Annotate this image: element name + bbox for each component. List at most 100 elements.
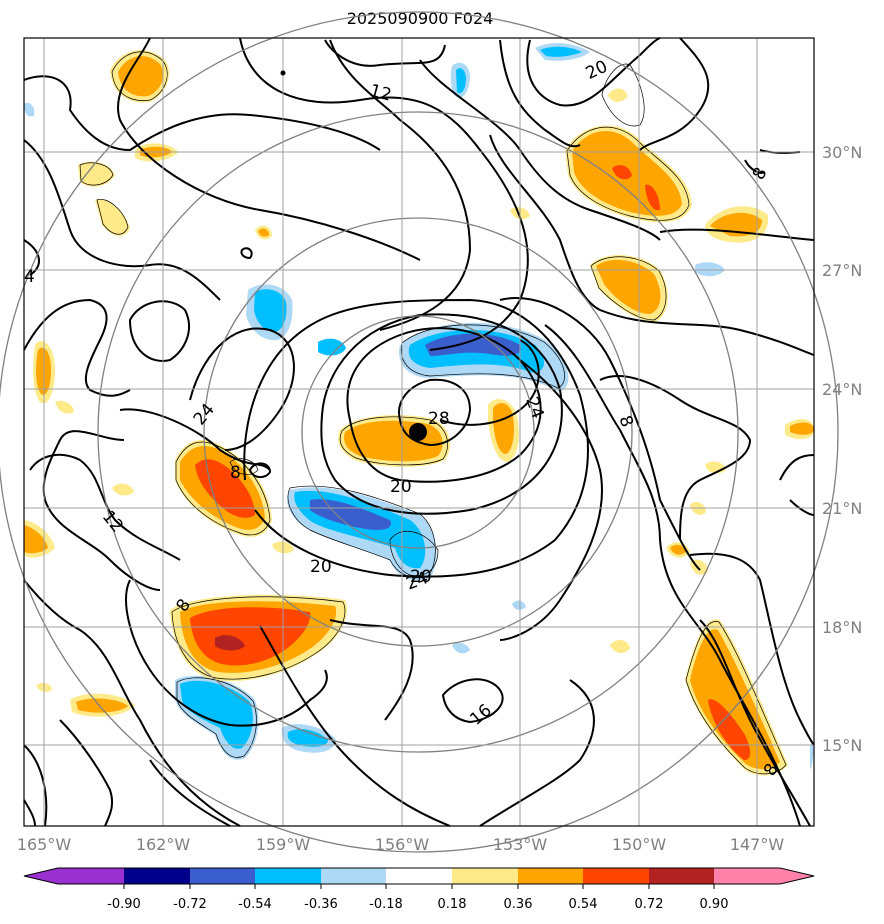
positive-anomaly-region — [645, 184, 660, 211]
positive-anomaly-region — [24, 525, 48, 554]
contour-line — [544, 324, 801, 827]
positive-anomaly-region — [78, 161, 115, 187]
contour-line — [29, 453, 181, 561]
outline-contour — [400, 324, 565, 389]
lat-tick-label: 27°N — [822, 261, 862, 280]
lon-axis: 165°W 162°W 159°W 156°W 153°W 150°W 147°… — [17, 835, 785, 854]
geopotential-contour-layer — [23, 37, 815, 827]
negative-anomaly-region — [318, 338, 346, 356]
contour-line — [23, 75, 381, 151]
contour-line — [259, 625, 451, 827]
range-ring — [301, 315, 535, 549]
negative-anomaly-region — [452, 642, 470, 654]
outline-contour — [229, 458, 259, 476]
colorbar-outline — [23, 867, 815, 885]
graticule — [24, 38, 814, 826]
lon-tick-label: 150°W — [612, 835, 667, 854]
lon-tick-label: 162°W — [136, 835, 191, 854]
colorbar-bin — [321, 868, 386, 884]
outline-contour — [176, 677, 257, 758]
colorbar-tick-label: -0.54 — [238, 897, 272, 912]
outline-contour — [566, 126, 690, 221]
contour-line — [489, 134, 815, 356]
contour-line — [149, 759, 231, 827]
colorbar: -0.90 -0.72 -0.54 -0.36 -0.18 0.18 0.36 … — [23, 867, 815, 912]
colorbar-bin — [714, 868, 780, 884]
contour-line — [129, 300, 190, 362]
outline-contour — [339, 416, 448, 466]
negative-anomaly-region — [425, 333, 521, 356]
colorbar-extend-high — [780, 868, 814, 884]
contour-label: 20 — [390, 477, 412, 497]
contour-line — [442, 678, 504, 723]
outline-contour — [590, 256, 667, 321]
negative-anomaly-region — [695, 262, 725, 277]
colorbar-tick-label: 0.18 — [438, 897, 467, 912]
colorbar-tick-label: 0.36 — [504, 897, 533, 912]
contour-line — [239, 37, 529, 351]
contour-label: 8 — [230, 463, 241, 483]
positive-anomaly-region — [76, 698, 128, 713]
outline-contour — [79, 162, 114, 186]
positive-anomaly-region — [95, 199, 130, 236]
contour-line — [23, 579, 241, 827]
lat-tick-label: 15°N — [822, 736, 862, 755]
positive-anomaly-region — [215, 635, 245, 651]
outline-contour — [389, 531, 439, 576]
outline-contour — [601, 63, 645, 127]
positive-anomaly-region — [790, 422, 814, 435]
contour-line — [419, 59, 661, 241]
positive-anomaly-region — [55, 400, 74, 414]
contour-label: 20 — [410, 567, 432, 587]
contour-dot — [280, 70, 286, 76]
contour-line — [699, 619, 811, 827]
colorbar-bin — [124, 868, 190, 884]
contour-line — [499, 39, 581, 148]
colorbar-tick-label: -0.72 — [173, 897, 207, 912]
lon-tick-label: 156°W — [375, 835, 430, 854]
contour-line — [117, 37, 421, 261]
negative-anomaly-region — [254, 289, 287, 332]
contour-line — [789, 499, 815, 516]
storm-center-marker — [409, 423, 427, 441]
contour-line — [59, 719, 114, 827]
contour-line — [499, 359, 603, 641]
colorbar-extend-low — [24, 868, 58, 884]
contour-line — [23, 239, 40, 276]
colorbar-bin — [518, 868, 583, 884]
negative-anomaly-region — [456, 68, 466, 94]
negative-anomaly-region — [180, 680, 253, 749]
positive-anomaly-region — [610, 639, 630, 654]
colorbar-tick-label: 0.90 — [700, 897, 729, 912]
colorbar-tick-label: -0.36 — [304, 897, 338, 912]
negative-anomaly-region — [24, 102, 35, 117]
contour-line — [320, 313, 563, 515]
contour-line — [42, 430, 161, 591]
outline-contour — [96, 198, 129, 235]
contour-line — [23, 299, 131, 397]
outline-contour — [111, 51, 168, 101]
positive-anomaly-region — [612, 165, 632, 180]
contour-line — [23, 799, 36, 827]
contour-line — [119, 408, 271, 471]
contour-line — [243, 299, 589, 578]
colorbar-tick-label: -0.18 — [369, 897, 403, 912]
contour-label: 28 — [428, 409, 450, 429]
lat-tick-label: 18°N — [822, 618, 862, 637]
contour-line — [240, 247, 253, 259]
colorbar-bin — [583, 868, 649, 884]
colorbar-bin — [190, 868, 255, 884]
lon-tick-label: 165°W — [17, 835, 72, 854]
contour-line — [346, 327, 542, 483]
outline-contour — [171, 596, 346, 680]
lat-tick-label: 24°N — [822, 380, 862, 399]
contour-label: 4 — [24, 267, 35, 287]
negative-anomaly-region — [810, 743, 814, 770]
contour-line — [23, 139, 221, 301]
contour-line — [689, 552, 815, 746]
positive-anomaly-region — [596, 259, 661, 314]
colorbar-bin — [255, 868, 321, 884]
outline-contour — [175, 441, 271, 536]
colorbar-tick-label: 0.72 — [635, 897, 664, 912]
